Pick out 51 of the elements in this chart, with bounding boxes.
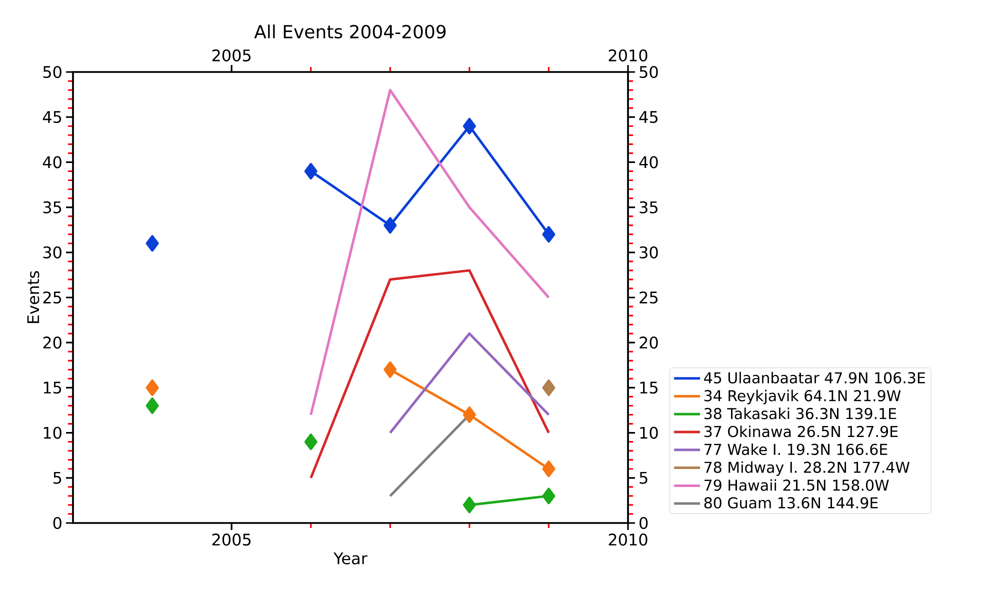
legend-label: 79 Hawaii 21.5N 158.0W (704, 479, 889, 491)
legend-label: 38 Takasaki 36.3N 139.1E (704, 408, 896, 420)
legend-label: 77 Wake I. 19.3N 166.6E (704, 443, 888, 456)
y2-tick-label: 45 (639, 111, 658, 124)
point (146, 235, 159, 252)
legend-label: 45 Ulaanbaatar 47.9N 106.3E (704, 372, 925, 384)
point (542, 379, 556, 396)
x-axis-title: Year (334, 552, 368, 564)
legend-label: 34 Reykjavik 64.1N 21.9W (704, 390, 901, 404)
y2-tick-label: 15 (640, 382, 658, 394)
point (146, 379, 159, 396)
point (542, 226, 556, 243)
point (462, 118, 476, 134)
y-tick-label: 25 (43, 291, 62, 304)
legend-label: 78 Midway I. 28.2N 177.4W (704, 461, 910, 476)
point (542, 460, 556, 478)
point (146, 397, 159, 414)
y-tick-label: 15 (44, 382, 62, 394)
point (384, 361, 397, 378)
y-tick-label: 10 (44, 426, 62, 439)
y2-tick-label: 35 (640, 201, 658, 214)
y2-tick-label: 40 (639, 156, 658, 168)
x2-tick-label: 2010 (608, 49, 648, 62)
point (462, 406, 476, 424)
line-series (310, 269, 550, 480)
point (384, 217, 397, 234)
y-tick-label: 45 (42, 111, 62, 124)
y2-tick-label: 20 (640, 336, 658, 349)
y-tick-label: 20 (43, 336, 62, 349)
y2-tick-label: 50 (640, 66, 658, 78)
line-series (310, 88, 550, 416)
legend-label: 80 Guam 13.6N 144.9E (704, 497, 878, 508)
y2-tick-label: 10 (640, 426, 658, 439)
y2-tick-label: 5 (640, 472, 648, 484)
y-tick-label: 35 (43, 201, 62, 214)
y-axis-title: Events (27, 271, 40, 324)
y2-tick-label: 0 (640, 516, 648, 530)
y-tick-label: 30 (43, 246, 62, 258)
x2-tick-label: 2005 (212, 49, 251, 62)
y-tick-label: 5 (54, 472, 62, 484)
legend-label: 37 Okinawa 26.5N 127.9E (704, 426, 898, 438)
y2-tick-label: 25 (640, 291, 658, 304)
chart-title: All Events 2004-2009 (254, 24, 446, 38)
y-tick-label: 0 (53, 516, 62, 530)
point (462, 496, 476, 514)
point (542, 488, 556, 504)
y-tick-label: 50 (43, 66, 62, 78)
y2-tick-label: 30 (640, 246, 658, 258)
y-tick-label: 40 (42, 156, 62, 168)
point (304, 434, 318, 450)
point (304, 162, 318, 180)
